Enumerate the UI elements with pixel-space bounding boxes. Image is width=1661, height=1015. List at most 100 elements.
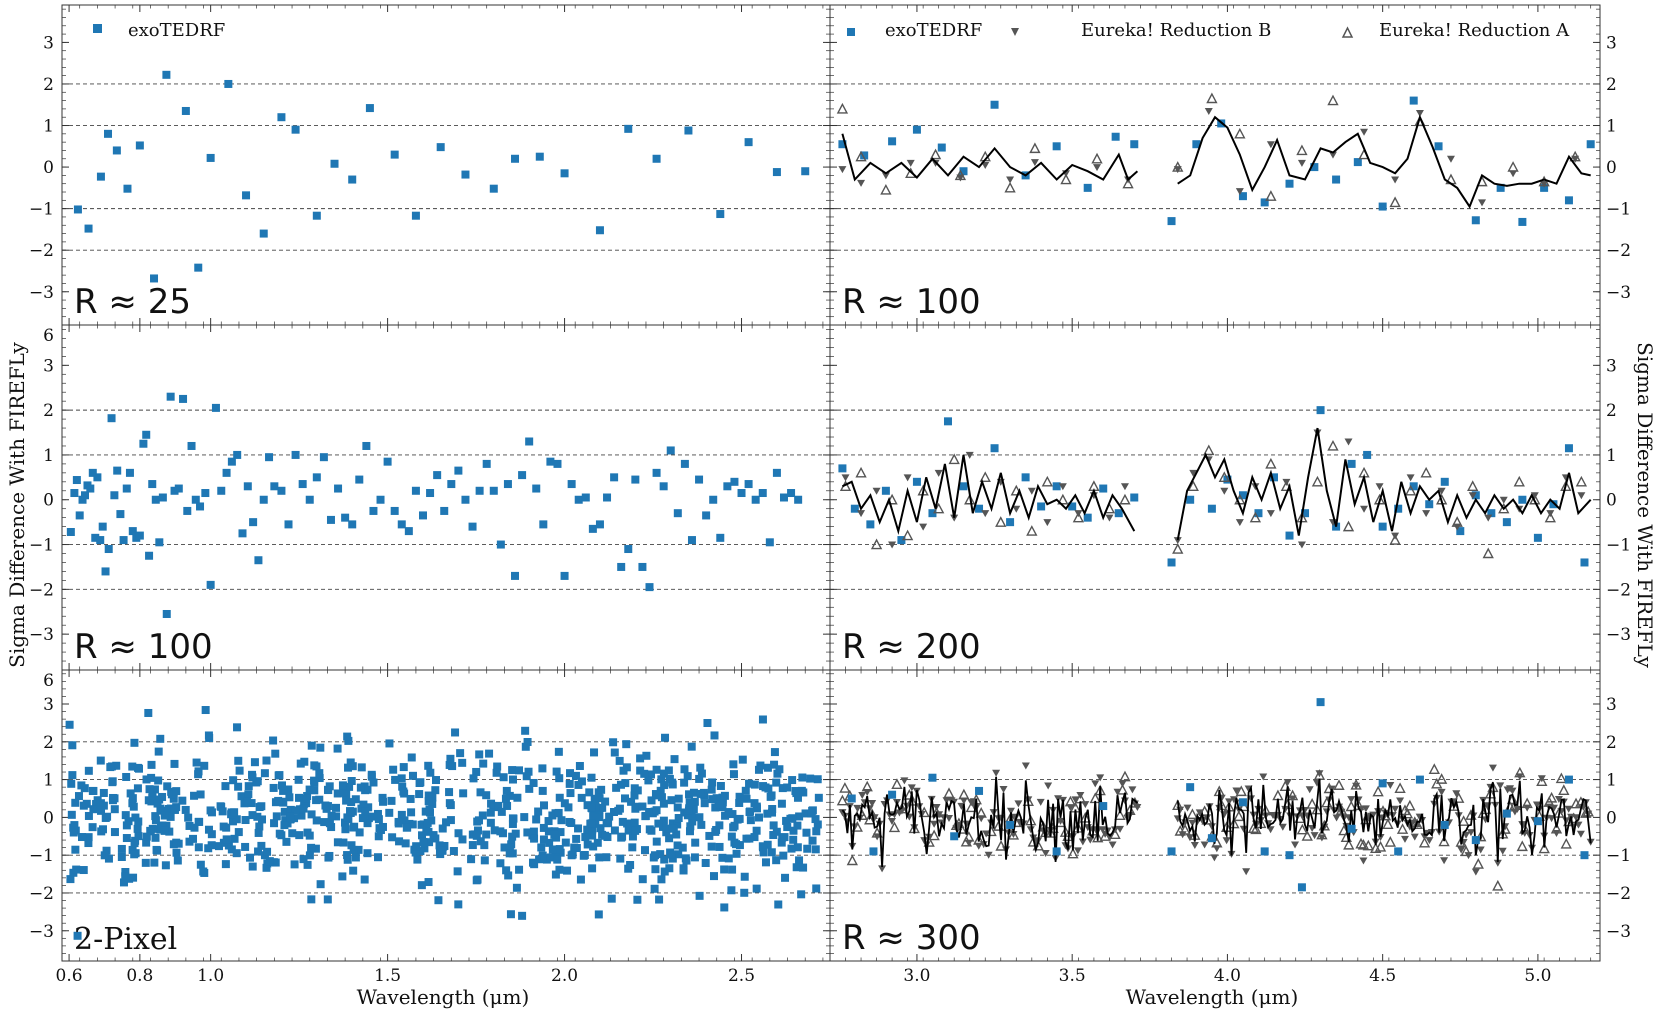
- exotedrf-point: [65, 720, 74, 729]
- exotedrf-point: [243, 482, 252, 491]
- exotedrf-point: [1378, 202, 1387, 211]
- eureka-a-point: [1301, 830, 1313, 841]
- eureka-a-point: [1114, 809, 1126, 821]
- exotedrf-point: [641, 846, 650, 855]
- exotedrf-point: [794, 495, 803, 504]
- eureka-a-point: [1467, 480, 1479, 491]
- eureka-a-point: [928, 829, 940, 841]
- exotedrf-point: [291, 125, 300, 134]
- eureka-a-point: [1037, 820, 1049, 832]
- exotedrf-point: [290, 860, 299, 869]
- exotedrf-point: [638, 802, 647, 811]
- exotedrf-point: [576, 875, 585, 884]
- mean-line: [1176, 778, 1592, 862]
- exotedrf-point: [1564, 775, 1573, 784]
- exotedrf-point: [610, 826, 619, 835]
- eureka-b-point: [1297, 541, 1306, 549]
- exotedrf-point: [233, 450, 242, 459]
- eureka-a-point: [1250, 823, 1262, 835]
- exotedrf-point: [128, 762, 137, 771]
- eureka-b-point: [1386, 781, 1395, 789]
- panel-frame: [829, 324, 1601, 671]
- panel-right-r200: −3 −2 −1 0 1 2 3 R ≈ 200: [829, 324, 1631, 671]
- eureka-b-point: [1235, 188, 1244, 196]
- eureka-b-point: [1096, 774, 1105, 782]
- eureka-a-point: [880, 183, 892, 195]
- exotedrf-point: [363, 819, 372, 828]
- eureka-a-point: [1418, 836, 1431, 848]
- exotedrf-point: [650, 884, 659, 893]
- eureka-a-point: [1396, 823, 1409, 834]
- exotedrf-point: [1549, 500, 1558, 509]
- exotedrf-point: [489, 184, 498, 193]
- mean-line: [841, 776, 1139, 867]
- exotedrf-point: [172, 787, 181, 796]
- exotedrf-point: [631, 475, 640, 484]
- exotedrf-point: [299, 855, 308, 864]
- exotedrf-point: [630, 818, 639, 827]
- exotedrf-point: [312, 796, 321, 805]
- eureka-a-point: [1007, 828, 1020, 840]
- exotedrf-point: [121, 811, 130, 820]
- exotedrf-point: [255, 803, 264, 812]
- exotedrf-point: [346, 758, 355, 767]
- exotedrf-point: [656, 786, 665, 795]
- eureka-b-point: [1437, 788, 1446, 796]
- eureka-b-point: [1222, 837, 1231, 845]
- y-tick-label: −3: [29, 283, 54, 303]
- x-tick-label: 2.5: [728, 966, 755, 986]
- exotedrf-point: [772, 778, 781, 787]
- eureka-a-point: [855, 150, 867, 162]
- exotedrf-point: [509, 814, 518, 823]
- eureka-b-point: [1283, 779, 1292, 787]
- exotedrf-point: [104, 129, 113, 138]
- exotedrf-point: [269, 783, 278, 792]
- exotedrf-point: [496, 859, 505, 868]
- x-tick-label: 4.0: [1214, 966, 1241, 986]
- eureka-a-point: [948, 453, 960, 465]
- exotedrf-point: [179, 394, 188, 403]
- exotedrf-point: [897, 536, 906, 545]
- exotedrf-point: [109, 793, 118, 802]
- exotedrf-point: [754, 765, 763, 774]
- exotedrf-point: [937, 143, 946, 152]
- exotedrf-point: [716, 533, 725, 542]
- exotedrf-point: [775, 765, 784, 774]
- eureka-b-point: [1041, 850, 1050, 858]
- exotedrf-point: [1037, 502, 1046, 511]
- exotedrf-point: [508, 819, 517, 828]
- exotedrf-point: [792, 789, 801, 798]
- panel-frame: [829, 4, 1601, 326]
- exotedrf-point: [950, 832, 959, 841]
- exotedrf-point: [1052, 847, 1061, 856]
- exotedrf-point: [563, 866, 572, 875]
- exotedrf-point: [117, 844, 126, 853]
- exotedrf-point: [172, 848, 181, 857]
- exotedrf-point: [697, 820, 706, 829]
- exotedrf-point: [615, 756, 624, 765]
- eureka-b-point: [885, 811, 894, 819]
- exotedrf-point: [571, 771, 580, 780]
- exotedrf-point: [990, 444, 999, 453]
- eureka-b-point: [1488, 764, 1497, 772]
- eureka-a-point: [1404, 799, 1416, 811]
- eureka-a-point: [964, 493, 976, 505]
- exotedrf-point: [147, 773, 156, 782]
- eureka-b-point: [965, 451, 974, 459]
- eureka-b-point: [1291, 841, 1300, 849]
- exotedrf-point: [652, 765, 661, 774]
- exotedrf-point: [98, 825, 107, 834]
- exotedrf-point: [535, 152, 544, 161]
- exotedrf-point: [596, 824, 605, 833]
- eureka-b-point: [1523, 804, 1532, 812]
- exotedrf-point: [802, 828, 811, 837]
- exotedrf-point: [624, 124, 633, 133]
- eureka-b-point: [1554, 795, 1563, 803]
- exotedrf-point: [154, 776, 163, 785]
- exotedrf-point: [703, 719, 712, 728]
- exotedrf-point: [684, 126, 693, 135]
- exotedrf-point: [339, 788, 348, 797]
- eureka-b-point: [1571, 155, 1580, 163]
- eureka-b-point: [1375, 483, 1384, 491]
- exotedrf-point: [349, 845, 358, 854]
